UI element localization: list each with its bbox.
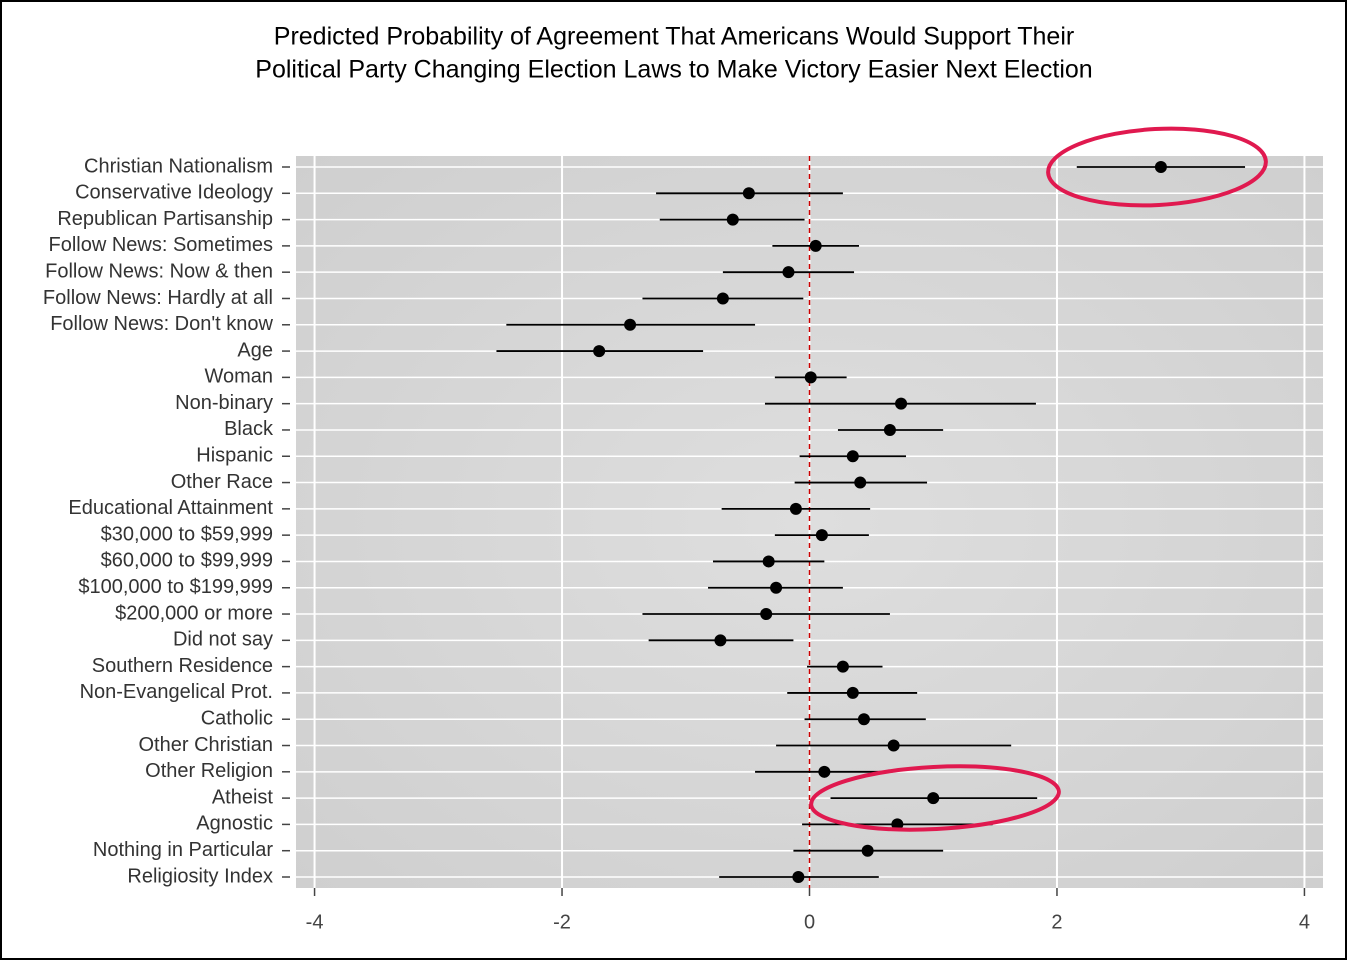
estimate-point [836,660,849,673]
estimate-point [716,292,729,305]
estimate-point [782,266,795,279]
estimate-point [891,818,904,831]
y-tick-label: Follow News: Don't know [50,313,273,335]
y-tick-label: Religiosity Index [127,865,273,887]
estimate-point [624,318,637,331]
y-tick-label: $30,000 to $59,999 [101,523,273,545]
estimate-point [789,502,802,515]
y-tick-label: Non-binary [175,392,273,414]
chart-title: Predicted Probability of Agreement That … [274,23,1074,51]
estimate-point [792,871,805,883]
estimate-point [887,739,900,752]
chart-title: Political Party Changing Election Laws t… [255,56,1092,84]
y-tick-label: Other Race [171,471,273,493]
y-tick-label: Black [224,418,274,440]
estimate-point [762,555,775,568]
estimate-point [818,765,831,778]
estimate-point [846,450,859,463]
y-tick-label: Did not say [173,629,273,651]
y-tick-label: Republican Partisanship [57,208,273,230]
y-tick-label: $100,000 to $199,999 [78,576,273,598]
x-tick-label: 4 [1299,911,1310,933]
estimate-point [770,581,783,594]
estimate-point [804,371,817,384]
y-tick-label: $200,000 or more [115,602,273,624]
y-tick-label: Age [237,339,273,361]
y-tick-label: Woman [204,366,273,388]
estimate-point [1154,161,1167,173]
x-tick-label: -2 [553,911,571,933]
y-tick-label: Other Christian [139,734,274,756]
x-tick-label: 2 [1051,911,1062,933]
x-tick-label: 0 [804,911,815,933]
estimate-point [927,792,940,805]
y-tick-label: $60,000 to $99,999 [101,550,273,572]
highlight-circle [1046,126,1268,208]
x-tick-label: -4 [306,911,324,933]
y-tick-label: Non-Evangelical Prot. [80,681,273,703]
y-tick-label: Agnostic [196,813,273,835]
y-tick-label: Other Religion [145,760,273,782]
estimate-point [760,608,773,621]
estimate-point [883,423,896,436]
y-tick-label: Nothing in Particular [93,839,273,861]
y-tick-label: Atheist [212,786,274,808]
estimate-point [857,713,870,726]
estimate-point [742,187,755,200]
estimate-point [815,529,828,542]
estimate-point [714,634,727,647]
y-tick-label: Conservative Ideology [75,182,273,204]
y-tick-label: Follow News: Now & then [45,260,273,282]
plot-layer: -4 -2 0 2 4 Christian Nationalism Conservative… [43,155,1323,933]
y-tick-label: Follow News: Sometimes [48,234,273,256]
y-tick-label: Catholic [201,708,273,730]
y-tick-label: Educational Attainment [68,497,273,519]
y-tick-label: Southern Residence [92,655,273,677]
estimate-point [854,476,867,489]
estimate-point [809,239,822,252]
estimate-point [895,397,908,410]
highlight-circle [809,764,1061,832]
estimate-point [593,345,606,358]
y-tick-label: Hispanic [196,445,273,467]
y-tick-label: Christian Nationalism [84,155,273,177]
estimate-point [846,686,859,699]
y-tick-label: Follow News: Hardly at all [43,287,273,309]
estimate-point [726,213,739,226]
estimate-point [861,844,874,857]
